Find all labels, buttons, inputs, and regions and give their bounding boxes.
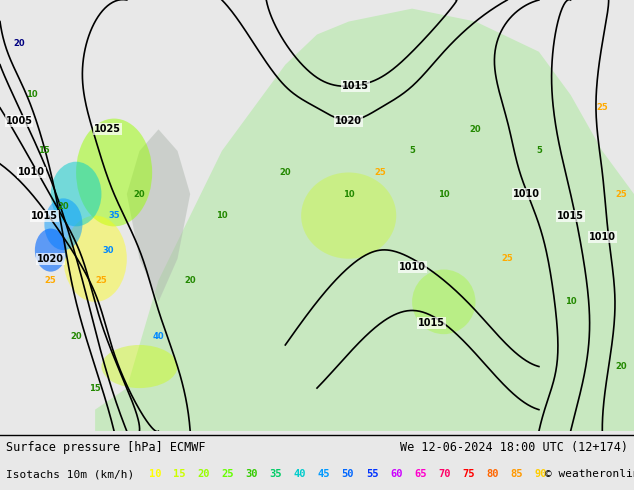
Text: 1020: 1020 <box>37 254 64 264</box>
Text: 15: 15 <box>173 469 186 479</box>
Text: 65: 65 <box>414 469 427 479</box>
Text: 30: 30 <box>102 245 113 255</box>
Text: © weatheronline.co.uk: © weatheronline.co.uk <box>545 469 634 479</box>
Text: 75: 75 <box>462 469 475 479</box>
Text: 1015: 1015 <box>418 318 444 328</box>
Text: 10: 10 <box>216 211 228 220</box>
Text: 10: 10 <box>343 190 354 198</box>
Text: 20: 20 <box>70 332 82 341</box>
Text: 35: 35 <box>269 469 282 479</box>
Text: 25: 25 <box>375 168 386 177</box>
Text: 15: 15 <box>89 384 101 392</box>
Text: 1015: 1015 <box>557 211 584 220</box>
Text: 10: 10 <box>565 297 576 306</box>
Text: 20: 20 <box>58 202 69 212</box>
Text: 1015: 1015 <box>31 211 58 220</box>
Text: 85: 85 <box>510 469 523 479</box>
Text: 60: 60 <box>390 469 403 479</box>
Text: 35: 35 <box>108 211 120 220</box>
Text: 20: 20 <box>13 39 25 48</box>
Text: 25: 25 <box>501 254 513 263</box>
Ellipse shape <box>63 216 127 302</box>
Text: 80: 80 <box>486 469 499 479</box>
Text: 25: 25 <box>45 276 56 285</box>
Ellipse shape <box>101 345 178 388</box>
Polygon shape <box>127 129 190 302</box>
Text: 40: 40 <box>294 469 306 479</box>
Text: 70: 70 <box>438 469 451 479</box>
Text: 10: 10 <box>26 90 37 99</box>
Polygon shape <box>95 9 634 431</box>
Text: 50: 50 <box>342 469 354 479</box>
Text: 5: 5 <box>409 147 415 155</box>
Ellipse shape <box>412 270 476 334</box>
Ellipse shape <box>76 119 152 226</box>
Text: 20: 20 <box>184 276 196 285</box>
Text: 40: 40 <box>153 332 164 341</box>
Text: 5: 5 <box>536 147 542 155</box>
Ellipse shape <box>35 228 67 271</box>
Ellipse shape <box>301 172 396 259</box>
Text: 20: 20 <box>470 125 481 134</box>
Text: 20: 20 <box>616 362 627 371</box>
Text: 25: 25 <box>597 103 608 112</box>
Text: 1005: 1005 <box>6 116 32 126</box>
Text: 1015: 1015 <box>342 81 368 91</box>
Text: Surface pressure [hPa] ECMWF: Surface pressure [hPa] ECMWF <box>6 441 206 454</box>
Text: 30: 30 <box>245 469 258 479</box>
Text: 10: 10 <box>149 469 162 479</box>
Text: 10: 10 <box>438 190 450 198</box>
Text: 1025: 1025 <box>94 124 121 134</box>
Text: 20: 20 <box>134 190 145 198</box>
Text: 1020: 1020 <box>335 116 362 126</box>
Text: 1010: 1010 <box>18 168 45 177</box>
Text: 25: 25 <box>96 276 107 285</box>
Text: 90: 90 <box>534 469 547 479</box>
Text: 20: 20 <box>280 168 291 177</box>
Text: 55: 55 <box>366 469 378 479</box>
Text: We 12-06-2024 18:00 UTC (12+174): We 12-06-2024 18:00 UTC (12+174) <box>399 441 628 454</box>
Text: 25: 25 <box>616 190 627 198</box>
Text: 1010: 1010 <box>589 232 616 242</box>
Text: 15: 15 <box>39 147 50 155</box>
Text: 25: 25 <box>221 469 234 479</box>
Ellipse shape <box>44 198 82 250</box>
Text: 1010: 1010 <box>513 189 540 199</box>
Ellipse shape <box>51 162 101 226</box>
Text: 20: 20 <box>197 469 210 479</box>
Text: Isotachs 10m (km/h): Isotachs 10m (km/h) <box>6 469 148 479</box>
Text: 1010: 1010 <box>399 262 425 272</box>
Text: 45: 45 <box>318 469 330 479</box>
